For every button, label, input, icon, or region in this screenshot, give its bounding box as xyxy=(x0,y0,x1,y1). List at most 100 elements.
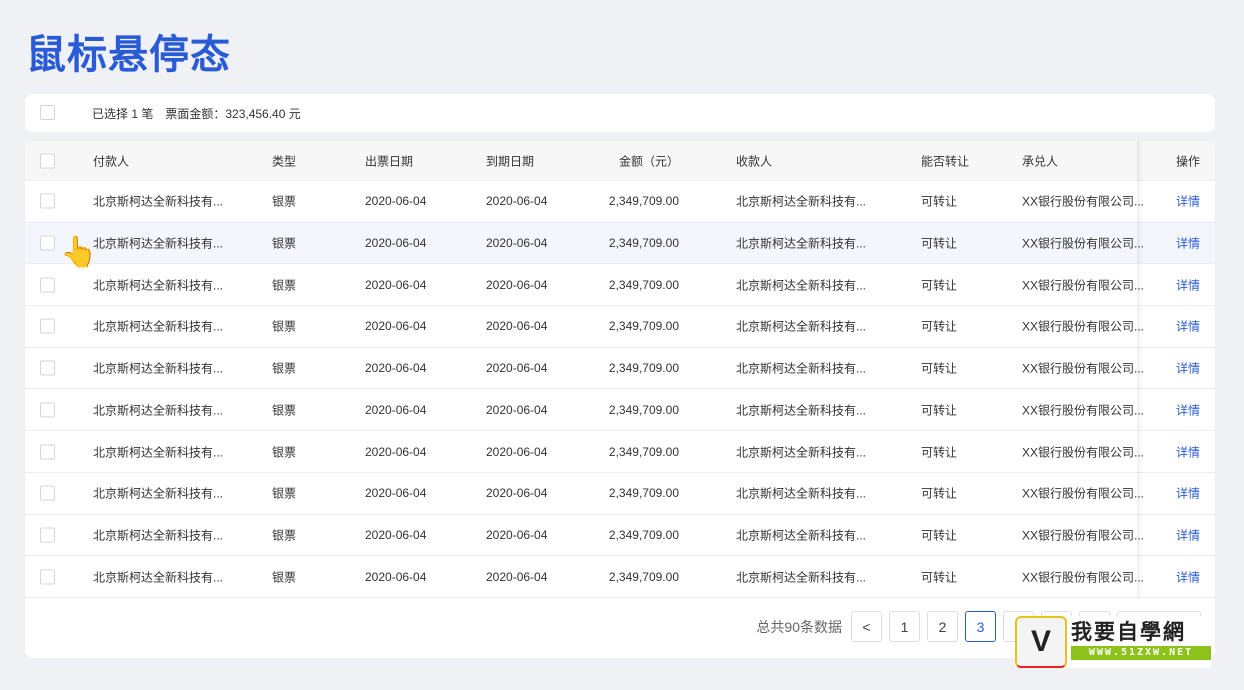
row-checkbox[interactable] xyxy=(40,569,55,585)
table-row[interactable]: 北京斯柯达全新科技有... 银票 2020-06-04 2020-06-04 2,349… xyxy=(25,515,1215,557)
row-checkbox[interactable] xyxy=(40,402,55,418)
payee-cell: 北京斯柯达全新科技有... xyxy=(736,194,867,209)
transferable-cell: 可转让 xyxy=(921,319,958,334)
acceptor-cell: XX银行股份有限公司... xyxy=(1022,528,1145,543)
payer-cell: 北京斯柯达全新科技有... xyxy=(93,278,224,293)
payer-cell: 北京斯柯达全新科技有... xyxy=(93,194,224,209)
acceptor-cell: XX银行股份有限公司... xyxy=(1022,403,1145,418)
detail-link[interactable]: 详情 xyxy=(1175,236,1200,251)
due-date-cell: 2020-06-04 xyxy=(486,527,548,542)
payer-cell: 北京斯柯达全新科技有... xyxy=(93,403,224,418)
page-2-button[interactable]: 2 xyxy=(927,611,958,642)
transferable-cell: 可转让 xyxy=(921,528,958,543)
row-checkbox[interactable] xyxy=(40,277,55,293)
issue-date-cell: 2020-06-04 xyxy=(365,194,427,209)
payee-cell: 北京斯柯达全新科技有... xyxy=(736,319,867,334)
payer-cell: 北京斯柯达全新科技有... xyxy=(93,445,224,460)
type-cell: 银票 xyxy=(272,528,297,543)
detail-link[interactable]: 详情 xyxy=(1175,403,1200,418)
total-count: 总共90条数据 xyxy=(756,618,842,635)
select-all-checkbox[interactable] xyxy=(40,105,55,120)
row-checkbox[interactable] xyxy=(40,360,55,376)
transferable-cell: 可转让 xyxy=(921,570,958,585)
watermark-logo: V 我要自學網 WWW.51ZXW.NET xyxy=(1015,616,1211,668)
watermark-text: 我要自學網 xyxy=(1071,621,1186,644)
detail-link[interactable]: 详情 xyxy=(1175,278,1200,293)
col-type: 类型 xyxy=(272,154,297,168)
amount-cell: 2,349,709.00 xyxy=(608,277,679,292)
type-cell: 银票 xyxy=(272,278,297,293)
table-row[interactable]: 北京斯柯达全新科技有... 银票 2020-06-04 2020-06-04 2,349… xyxy=(25,556,1215,598)
transferable-cell: 可转让 xyxy=(921,445,958,460)
amount-cell: 2,349,709.00 xyxy=(608,319,679,334)
row-checkbox[interactable] xyxy=(40,444,55,460)
prev-page-button[interactable]: < xyxy=(851,611,882,642)
col-amount: 金额（元） xyxy=(618,154,679,168)
transferable-cell: 可转让 xyxy=(921,361,958,376)
issue-date-cell: 2020-06-04 xyxy=(365,569,427,584)
due-date-cell: 2020-06-04 xyxy=(486,319,548,334)
detail-link[interactable]: 详情 xyxy=(1175,361,1200,376)
acceptor-cell: XX银行股份有限公司... xyxy=(1022,570,1145,585)
row-checkbox[interactable] xyxy=(40,527,55,543)
payee-cell: 北京斯柯达全新科技有... xyxy=(736,403,867,418)
table-row[interactable]: 北京斯柯达全新科技有... 银票 2020-06-04 2020-06-04 2,349… xyxy=(25,348,1215,390)
amount-cell: 2,349,709.00 xyxy=(608,444,679,459)
row-checkbox[interactable] xyxy=(40,485,55,501)
due-date-cell: 2020-06-04 xyxy=(486,277,548,292)
col-action: 操作 xyxy=(1175,154,1200,168)
due-date-cell: 2020-06-04 xyxy=(486,444,548,459)
watermark-url: WWW.51ZXW.NET xyxy=(1071,646,1211,660)
detail-link[interactable]: 详情 xyxy=(1175,445,1200,460)
due-date-cell: 2020-06-04 xyxy=(486,236,548,251)
table-row[interactable]: 北京斯柯达全新科技有... 银票 2020-06-04 2020-06-04 2,349… xyxy=(25,306,1215,348)
amount-cell: 2,349,709.00 xyxy=(608,486,679,501)
payee-cell: 北京斯柯达全新科技有... xyxy=(736,278,867,293)
watermark-v-icon: V xyxy=(1015,616,1067,668)
amount-cell: 2,349,709.00 xyxy=(608,194,679,209)
transferable-cell: 可转让 xyxy=(921,236,958,251)
type-cell: 银票 xyxy=(272,403,297,418)
page-1-button[interactable]: 1 xyxy=(889,611,920,642)
issue-date-cell: 2020-06-04 xyxy=(365,444,427,459)
row-checkbox[interactable] xyxy=(40,235,55,251)
table-row[interactable]: 北京斯柯达全新科技有... 银票 2020-06-04 2020-06-04 2,349… xyxy=(25,473,1215,515)
row-checkbox[interactable] xyxy=(40,318,55,334)
payee-cell: 北京斯柯达全新科技有... xyxy=(736,236,867,251)
detail-link[interactable]: 详情 xyxy=(1175,319,1200,334)
hand-cursor-icon: 👆 xyxy=(60,236,98,269)
row-checkbox[interactable] xyxy=(40,193,55,209)
payer-cell: 北京斯柯达全新科技有... xyxy=(93,486,224,501)
detail-link[interactable]: 详情 xyxy=(1175,194,1200,209)
table-row[interactable]: 北京斯柯达全新科技有... 银票 2020-06-04 2020-06-04 2,349… xyxy=(25,431,1215,473)
transferable-cell: 可转让 xyxy=(921,194,958,209)
due-date-cell: 2020-06-04 xyxy=(486,402,548,417)
table-row[interactable]: 北京斯柯达全新科技有... 银票 2020-06-04 2020-06-04 2,349… xyxy=(25,264,1215,307)
payer-cell: 北京斯柯达全新科技有... xyxy=(93,570,224,585)
transferable-cell: 可转让 xyxy=(921,278,958,293)
detail-link[interactable]: 详情 xyxy=(1175,570,1200,585)
header-checkbox[interactable] xyxy=(40,153,55,168)
amount-cell: 2,349,709.00 xyxy=(608,236,679,251)
due-date-cell: 2020-06-04 xyxy=(486,569,548,584)
type-cell: 银票 xyxy=(272,236,297,251)
type-cell: 银票 xyxy=(272,570,297,585)
amount-cell: 2,349,709.00 xyxy=(608,569,679,584)
acceptor-cell: XX银行股份有限公司... xyxy=(1022,486,1145,501)
due-date-cell: 2020-06-04 xyxy=(486,361,548,376)
table-row[interactable]: 北京斯柯达全新科技有... 银票 2020-06-04 2020-06-04 2,349… xyxy=(25,222,1215,265)
detail-link[interactable]: 详情 xyxy=(1175,486,1200,501)
payer-cell: 北京斯柯达全新科技有... xyxy=(93,319,224,334)
payer-cell: 北京斯柯达全新科技有... xyxy=(93,528,224,543)
issue-date-cell: 2020-06-04 xyxy=(365,527,427,542)
detail-link[interactable]: 详情 xyxy=(1175,528,1200,543)
transferable-cell: 可转让 xyxy=(921,486,958,501)
page-3-button[interactable]: 3 xyxy=(965,611,996,642)
table-row[interactable]: 北京斯柯达全新科技有... 银票 2020-06-04 2020-06-04 2,349… xyxy=(25,390,1215,432)
col-payee: 收款人 xyxy=(736,154,773,168)
selection-summary-bar: 已选择 1 笔 票面金额：323,456.40 元 xyxy=(25,94,1215,132)
payee-cell: 北京斯柯达全新科技有... xyxy=(736,445,867,460)
col-transferable: 能否转让 xyxy=(921,154,970,168)
table-row[interactable]: 北京斯柯达全新科技有... 银票 2020-06-04 2020-06-04 2,349… xyxy=(25,181,1215,223)
type-cell: 银票 xyxy=(272,445,297,460)
